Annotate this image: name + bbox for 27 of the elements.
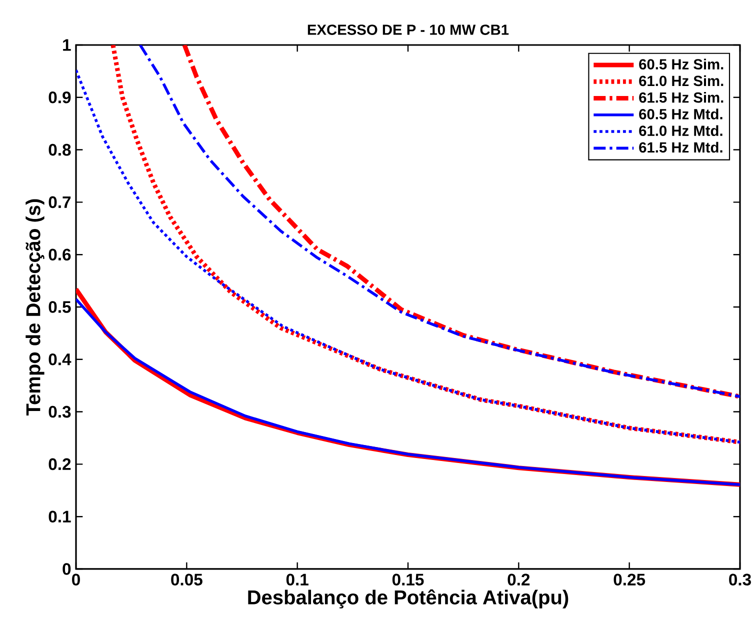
y-tick-label: 0.8 — [48, 144, 71, 156]
legend-label: 60.5 Hz Sim. — [639, 58, 724, 70]
x-tick-label: 0.1 — [286, 574, 308, 586]
x-tick-label: 0.3 — [729, 574, 751, 586]
legend-label: 61.5 Hz Mtd. — [639, 142, 722, 153]
x-tick-label: 0.15 — [392, 574, 424, 586]
y-axis-title: Tempo de Detecção (s) — [26, 199, 44, 416]
x-tick-label: 0.05 — [171, 574, 202, 586]
y-tick-label: 0.2 — [48, 458, 71, 470]
chart-title: EXCESSO DE P - 10 MW CB1 — [308, 24, 509, 35]
y-tick-label: 1 — [63, 39, 71, 51]
x-tick-label: 0.2 — [508, 574, 530, 586]
legend-label: 60.5 Hz Mtd. — [639, 108, 722, 120]
x-tick-label: 0 — [72, 574, 80, 586]
legend-label: 61.5 Hz Sim. — [639, 92, 724, 103]
y-tick-label: 0.4 — [48, 354, 72, 366]
legend-label: 61.0 Hz Sim. — [639, 75, 724, 86]
y-tick-label: 0.1 — [48, 510, 71, 522]
y-tick-label: 0.6 — [48, 248, 71, 260]
x-axis-title: Desbalanço de Potência Ativa(pu) — [248, 589, 568, 608]
y-tick-label: 0 — [62, 563, 71, 575]
legend-label: 61.0 Hz Mtd. — [639, 125, 722, 136]
y-tick-label: 0.9 — [48, 92, 71, 104]
y-tick-label: 0.7 — [48, 196, 71, 208]
y-tick-label: 0.5 — [48, 301, 71, 313]
y-tick-label: 0.3 — [48, 406, 71, 418]
x-tick-label: 0.25 — [614, 574, 646, 586]
